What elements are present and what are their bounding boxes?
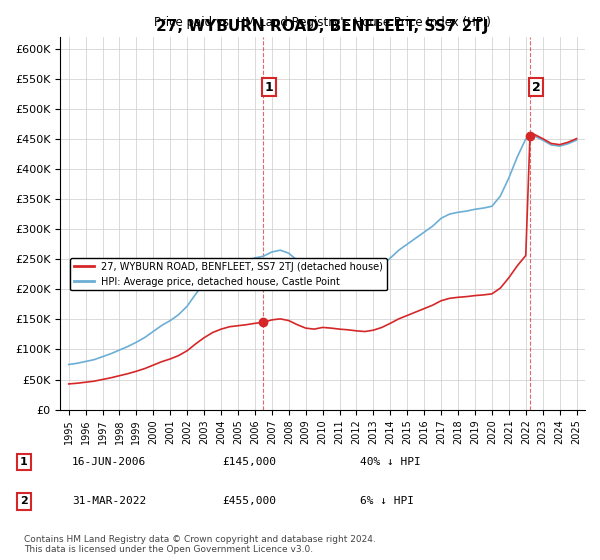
Text: 2: 2 [20,496,28,506]
Text: 31-MAR-2022: 31-MAR-2022 [72,496,146,506]
Text: 6% ↓ HPI: 6% ↓ HPI [360,496,414,506]
Text: Price paid vs. HM Land Registry's House Price Index (HPI): Price paid vs. HM Land Registry's House … [154,16,491,29]
Text: £455,000: £455,000 [222,496,276,506]
Text: Contains HM Land Registry data © Crown copyright and database right 2024.
This d: Contains HM Land Registry data © Crown c… [24,535,376,554]
Text: 2: 2 [532,81,541,94]
Text: £145,000: £145,000 [222,457,276,467]
Legend: 27, WYBURN ROAD, BENFLEET, SS7 2TJ (detached house), HPI: Average price, detache: 27, WYBURN ROAD, BENFLEET, SS7 2TJ (deta… [70,258,387,291]
Title: 27, WYBURN ROAD, BENFLEET, SS7 2TJ: 27, WYBURN ROAD, BENFLEET, SS7 2TJ [157,19,489,34]
Text: 1: 1 [265,81,273,94]
Text: 16-JUN-2006: 16-JUN-2006 [72,457,146,467]
Text: 1: 1 [20,457,28,467]
Text: 40% ↓ HPI: 40% ↓ HPI [360,457,421,467]
